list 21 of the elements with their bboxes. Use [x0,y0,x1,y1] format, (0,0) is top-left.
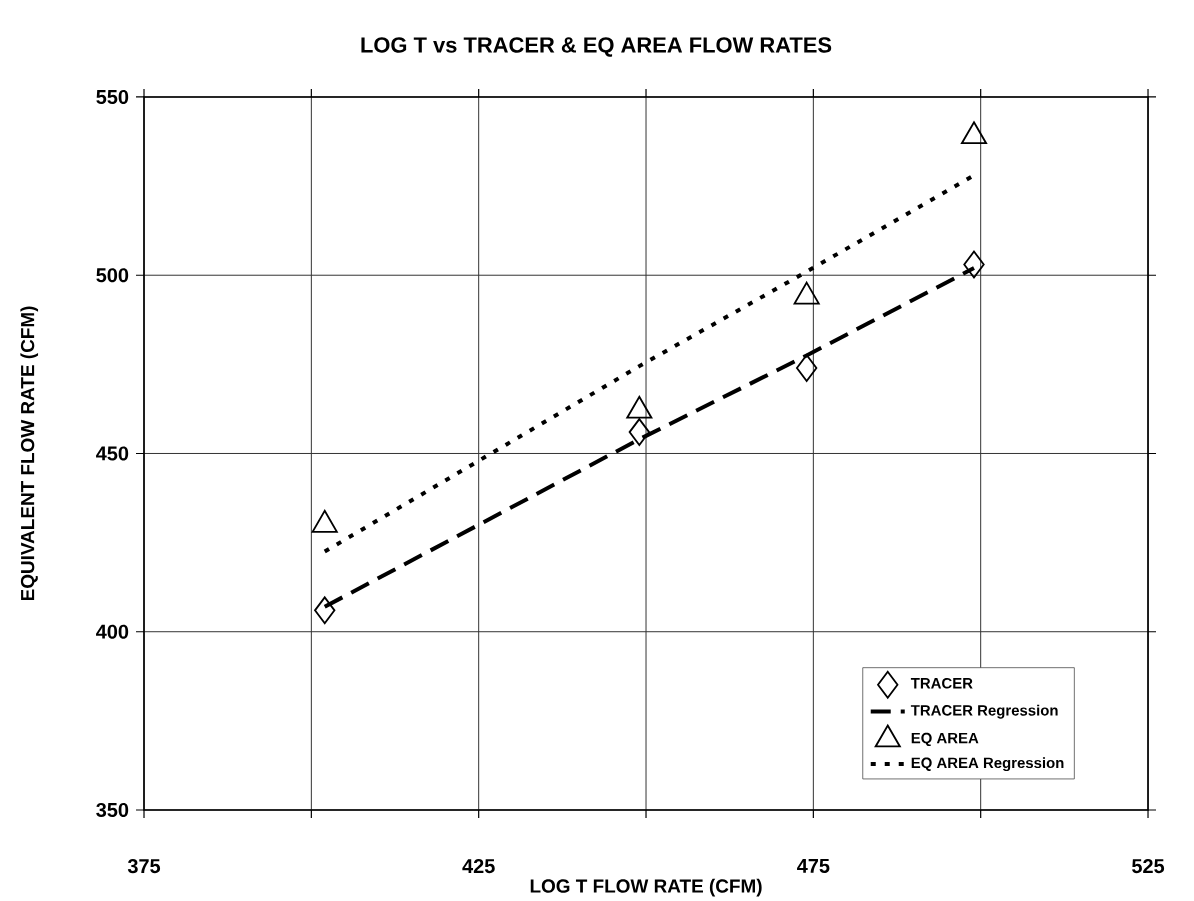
point [628,418,650,446]
point [314,596,336,625]
legend-label: TRACER [910,677,973,689]
y-axis-title: EQUIVALENT FLOW RATE (CFM) [20,306,39,601]
point [796,354,818,382]
y-tick-label: 350 [96,802,129,818]
point [960,121,988,145]
chart-title: LOG T vs TRACER & EQ AREA FLOW RATES [361,37,832,57]
legend-label: EQ AREA Regression [911,757,1064,772]
legend-label: EQ AREA [911,732,979,747]
y-tick-label: 450 [96,446,129,461]
y-tick-label: 500 [96,268,129,283]
legend-label: TRACER Regression [910,704,1058,719]
x-tick-label: 425 [462,859,495,874]
y-tick-label: 400 [96,624,129,639]
x-axis-title: LOG T FLOW RATE (CFM) [530,878,762,897]
y-tick-label: 550 [96,89,129,105]
point [793,281,820,305]
x-tick-label: 525 [1132,859,1165,874]
x-tick-label: 475 [797,859,830,873]
x-tick-label: 375 [127,859,161,874]
